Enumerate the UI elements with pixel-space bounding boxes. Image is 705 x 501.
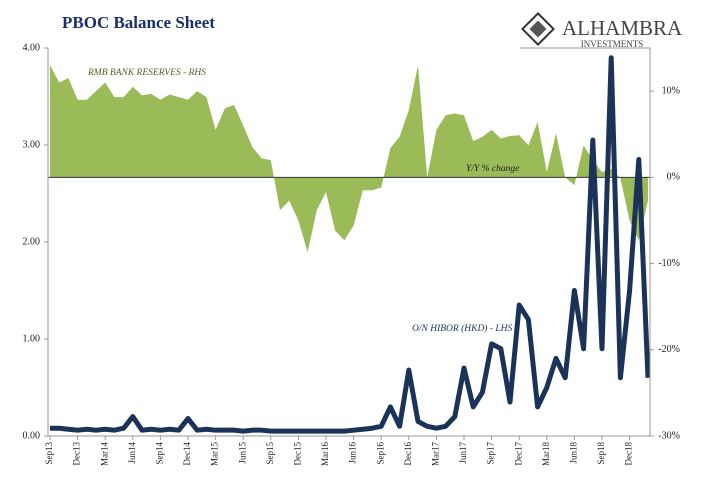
x-tick-label: Mar16 [320,442,330,466]
x-tick-label: Sep17 [486,441,496,464]
annotation: O/N HIBOR (HKD) - LHS [412,323,513,334]
x-tick-label: Sep15 [265,442,275,465]
y2-tick-label: -30% [658,430,680,441]
x-tick-label: Dec14 [182,442,192,466]
x-tick-label: Jun18 [568,442,578,464]
line [50,55,651,434]
y2-tick-label: 10% [662,85,680,96]
y2-tick-label: -20% [658,344,680,355]
x-tick-label: Dec18 [624,442,634,466]
x-tick-label: Dec16 [403,442,413,466]
x-tick-label: Sep13 [44,442,54,465]
x-tick-label: Sep18 [596,442,606,465]
x-tick-label: Mar18 [541,442,551,466]
logo-name: ALHAMBRA [562,16,683,40]
y-tick-label: 2.00 [23,236,41,247]
y-tick-label: 1.00 [23,333,41,344]
x-tick-label: Sep14 [154,442,164,465]
logo-mark [529,20,547,38]
x-tick-label: Mar17 [430,442,440,466]
y2-tick-label: 0% [667,172,680,183]
area [50,65,648,253]
x-tick-label: Jun16 [348,442,358,464]
x-tick-label: Dec13 [72,442,82,466]
x-tick-label: Jun17 [458,442,468,464]
x-tick-label: Jun14 [127,442,137,464]
x-tick-label: Dec15 [292,442,302,466]
x-tick-label: Mar15 [210,442,220,466]
y2-tick-label: -10% [658,258,680,269]
logo: ALHAMBRA INVESTMENTS [521,12,683,49]
y-tick-label: 4.00 [23,42,41,53]
annotation: RMB BANK RESERVES - RHS [87,68,206,78]
x-tick-label: Sep16 [375,442,385,465]
logo-tagline: INVESTMENTS [581,39,644,49]
logo-mark [521,12,555,46]
y-tick-label: 0.00 [23,430,41,441]
x-tick-label: Dec17 [513,442,523,466]
y-tick-label: 3.00 [23,139,41,150]
x-tick-label: Jun15 [237,442,247,464]
x-tick-label: Mar14 [99,442,109,466]
chart-title: PBOC Balance Sheet [62,13,215,32]
annotation: Y/Y % change [466,164,519,174]
